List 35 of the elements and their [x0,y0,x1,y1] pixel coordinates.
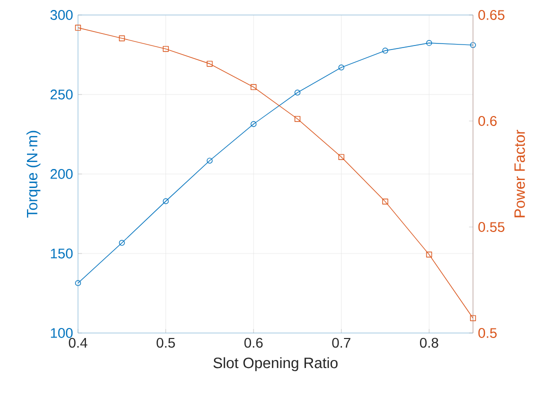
x-tick-label: 0.4 [68,338,88,348]
point [118,240,125,246]
point [206,60,213,67]
point [426,40,432,46]
y2-tick-label: 0.5 [478,328,497,338]
y-tick-label: 250 [50,90,73,100]
point [162,198,169,204]
point [382,48,388,54]
x-axis-title: Slot Opening Ratio [213,357,338,372]
y-tick-label: 150 [50,248,73,258]
x-tick-label: 0.5 [156,338,175,348]
y2-tick-label: 0.65 [478,10,504,20]
x-tick-label: 0.8 [420,338,438,348]
point [118,35,125,42]
y-axis-title: Torque (N·m) [26,130,40,218]
point [206,158,213,164]
point [294,116,300,122]
point [75,24,81,31]
y-tick-label: 200 [50,169,73,179]
y-tick-label: 100 [50,328,73,338]
y2-tick-label: 0.55 [478,222,504,232]
y2-axis-title: Power Factor [514,130,525,218]
x-tick-label: 0.6 [244,338,263,348]
y2-tick-label: 0.6 [478,116,497,126]
point [470,315,476,322]
point [338,64,344,70]
y-tick-label: 300 [50,10,73,20]
point [338,154,344,160]
point [162,46,169,52]
point [382,198,388,204]
x-tick-label: 0.7 [332,338,350,348]
point [426,252,432,258]
point [294,90,300,96]
point [250,121,256,128]
point [250,84,257,90]
